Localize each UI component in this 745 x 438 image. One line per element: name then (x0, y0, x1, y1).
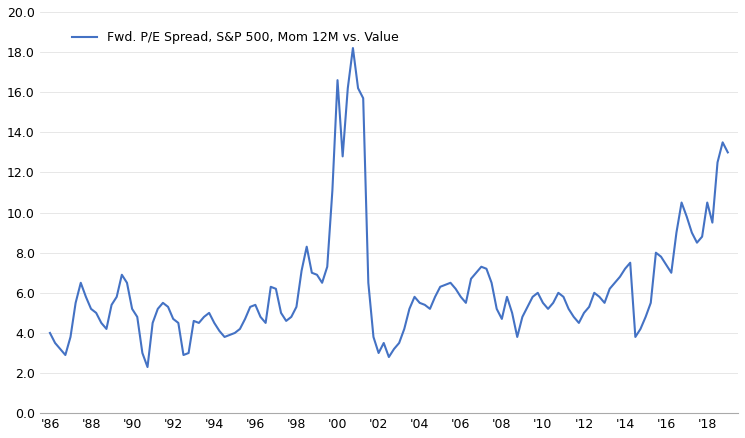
Legend: Fwd. P/E Spread, S&P 500, Mom 12M vs. Value: Fwd. P/E Spread, S&P 500, Mom 12M vs. Va… (67, 26, 404, 49)
